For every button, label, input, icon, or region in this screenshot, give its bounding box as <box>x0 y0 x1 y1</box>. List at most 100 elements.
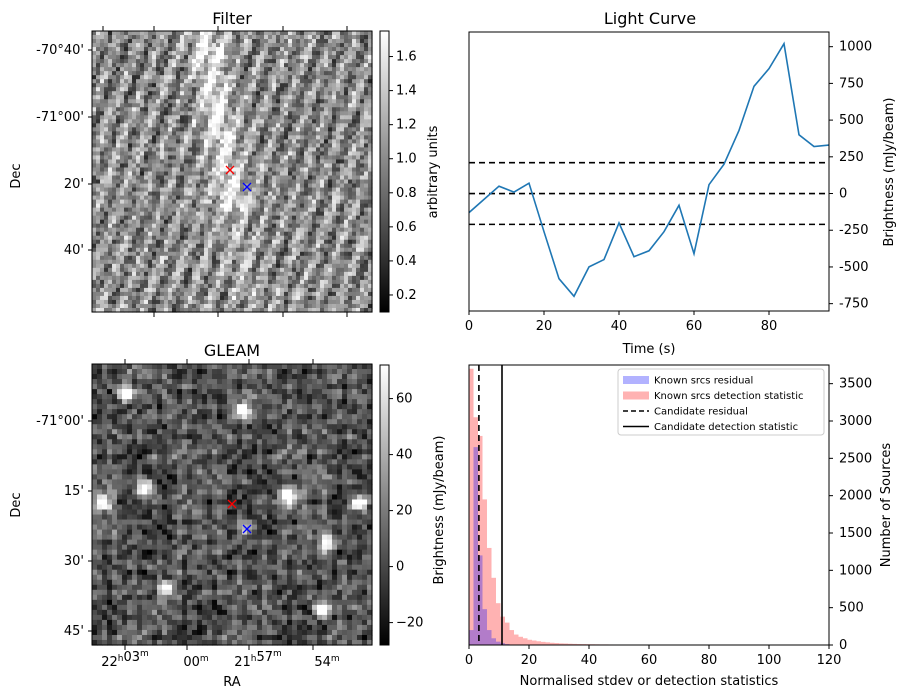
filter-pixel <box>196 83 201 88</box>
filter-pixel <box>176 207 181 213</box>
filter-pixel <box>216 107 221 112</box>
filter-pixel <box>264 167 269 173</box>
filter-pixel <box>240 307 245 313</box>
filter-pixel <box>344 135 349 140</box>
filter-pixel <box>116 51 121 56</box>
filter-pixel <box>232 155 237 161</box>
filter-pixel <box>324 103 329 108</box>
filter-pixel <box>236 251 241 257</box>
filter-pixel <box>264 95 269 100</box>
filter-pixel <box>220 239 225 245</box>
filter-pixel <box>224 99 229 104</box>
filter-pixel <box>360 103 365 108</box>
filter-pixel <box>204 223 209 229</box>
filter-pixel <box>180 235 185 241</box>
filter-pixel <box>320 279 325 285</box>
filter-pixel <box>340 99 345 104</box>
filter-pixel <box>208 91 213 96</box>
filter-pixel <box>96 151 101 157</box>
filter-pixel <box>244 163 249 169</box>
filter-pixel <box>96 143 101 149</box>
filter-pixel <box>172 159 177 165</box>
filter-pixel <box>104 151 109 157</box>
filter-pixel <box>232 179 237 185</box>
filter-pixel <box>172 147 177 153</box>
filter-pixel <box>216 35 221 40</box>
filter-pixel <box>196 183 201 189</box>
filter-pixel <box>148 219 153 225</box>
filter-pixel <box>260 283 265 289</box>
filter-pixel <box>352 51 357 56</box>
filter-pixel <box>156 103 161 108</box>
filter-pixel <box>344 243 349 249</box>
filter-pixel <box>260 95 265 100</box>
filter-pixel <box>184 99 189 104</box>
filter-pixel <box>320 119 325 124</box>
filter-pixel <box>260 171 265 177</box>
filter-pixel <box>128 67 133 72</box>
filter-pixel <box>160 283 165 289</box>
filter-pixel <box>332 223 337 229</box>
filter-pixel <box>260 187 265 193</box>
filter-pixel <box>316 143 321 149</box>
filter-pixel <box>316 67 321 72</box>
filter-pixel <box>336 275 341 281</box>
filter-pixel <box>176 307 181 313</box>
filter-pixel <box>280 207 285 213</box>
filter-pixel <box>272 135 277 140</box>
filter-pixel <box>128 235 133 241</box>
filter-pixel <box>360 203 365 209</box>
filter-pixel <box>216 207 221 213</box>
filter-pixel <box>292 187 297 193</box>
filter-pixel <box>256 255 261 261</box>
filter-pixel <box>128 183 133 189</box>
filter-pixel <box>204 159 209 165</box>
filter-pixel <box>324 87 329 92</box>
filter-pixel <box>108 203 113 209</box>
filter-pixel <box>160 91 165 96</box>
filter-pixel <box>112 247 117 253</box>
filter-pixel <box>356 223 361 229</box>
filter-pixel <box>92 215 97 221</box>
filter-pixel <box>216 55 221 60</box>
filter-pixel <box>264 283 269 289</box>
filter-pixel <box>172 187 177 193</box>
filter-pixel <box>296 147 301 153</box>
filter-pixel <box>212 71 217 76</box>
filter-pixel <box>288 67 293 72</box>
filter-pixel <box>228 151 233 157</box>
filter-pixel <box>100 223 105 229</box>
filter-pixel <box>164 227 169 233</box>
filter-pixel <box>296 215 301 221</box>
lightcurve-line <box>469 41 829 298</box>
filter-pixel <box>252 35 257 40</box>
filter-pixel <box>224 39 229 44</box>
filter-pixel <box>312 251 317 257</box>
filter-pixel <box>364 303 369 309</box>
filter-pixel <box>132 223 137 229</box>
filter-pixel <box>200 159 205 165</box>
filter-pixel <box>160 235 165 241</box>
filter-pixel <box>336 271 341 277</box>
filter-pixel <box>288 51 293 56</box>
filter-pixel <box>240 143 245 149</box>
filter-pixel <box>340 219 345 225</box>
filter-pixel <box>260 111 265 116</box>
filter-pixel <box>232 67 237 72</box>
filter-pixel <box>348 231 353 237</box>
filter-pixel <box>300 47 305 52</box>
filter-pixel <box>344 307 349 313</box>
filter-pixel <box>96 299 101 305</box>
filter-pixel <box>92 75 97 80</box>
filter-pixel <box>160 151 165 157</box>
filter-pixel <box>244 131 249 136</box>
filter-pixel <box>344 183 349 189</box>
filter-pixel <box>256 47 261 52</box>
filter-pixel <box>304 43 309 48</box>
filter-pixel <box>304 103 309 108</box>
filter-pixel <box>348 103 353 108</box>
filter-pixel <box>264 67 269 72</box>
filter-pixel <box>176 123 181 128</box>
filter-pixel <box>328 51 333 56</box>
filter-pixel <box>188 239 193 245</box>
